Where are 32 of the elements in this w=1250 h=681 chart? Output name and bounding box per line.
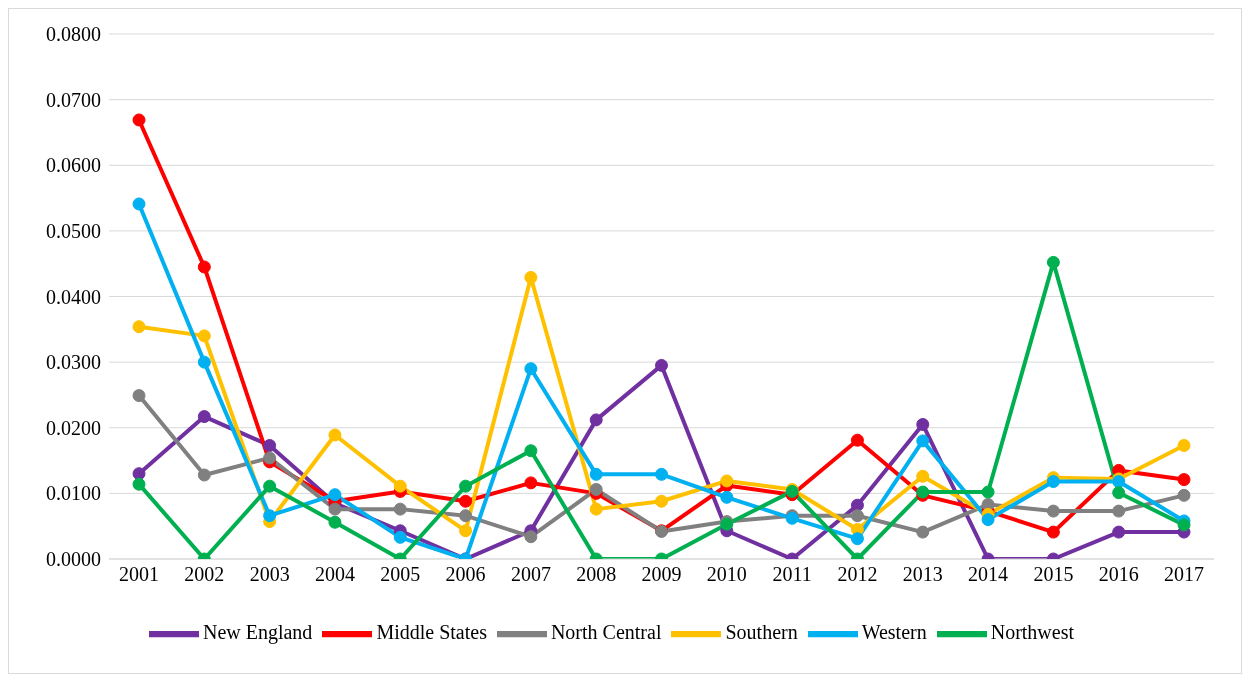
x-tick-label: 2017 bbox=[1164, 563, 1204, 586]
x-tick-label: 2011 bbox=[772, 563, 812, 586]
legend-label: New England bbox=[202, 620, 313, 643]
x-tick-label: 2006 bbox=[445, 563, 486, 586]
x-tick-label: 2005 bbox=[380, 563, 421, 586]
x-tick-label: 2016 bbox=[1098, 563, 1139, 586]
y-tick-label: 0.0100 bbox=[46, 482, 101, 505]
y-tick-label: 0.0700 bbox=[46, 88, 101, 111]
legend-label: Western bbox=[861, 620, 927, 643]
y-tick-label: 0.0300 bbox=[46, 351, 101, 374]
x-tick-label: 2001 bbox=[119, 563, 159, 586]
legend-label: North Central bbox=[550, 620, 662, 643]
x-tick-label: 2003 bbox=[249, 563, 290, 586]
y-tick-label: 0.0800 bbox=[46, 23, 101, 46]
legend-label: Northwest bbox=[990, 620, 1075, 643]
x-tick-label: 2007 bbox=[510, 563, 551, 586]
x-tick-label: 2008 bbox=[576, 563, 617, 586]
x-tick-label: 2015 bbox=[1033, 563, 1074, 586]
x-tick-label: 2013 bbox=[902, 563, 943, 586]
y-tick-label: 0.0600 bbox=[46, 154, 101, 177]
x-tick-label: 2010 bbox=[706, 563, 747, 586]
x-tick-label: 2012 bbox=[837, 563, 878, 586]
x-tick-label: 2002 bbox=[184, 563, 225, 586]
x-tick-label: 2014 bbox=[968, 563, 1009, 586]
x-tick-label: 2009 bbox=[641, 563, 682, 586]
legend-label: Middle States bbox=[376, 620, 487, 643]
y-tick-label: 0.0500 bbox=[46, 219, 101, 242]
x-tick-label: 2004 bbox=[314, 563, 355, 586]
legend-label: Southern bbox=[725, 620, 798, 643]
y-tick-label: 0.0200 bbox=[46, 416, 101, 439]
y-tick-label: 0.0400 bbox=[46, 285, 101, 308]
y-tick-label: 0.0000 bbox=[46, 548, 101, 571]
